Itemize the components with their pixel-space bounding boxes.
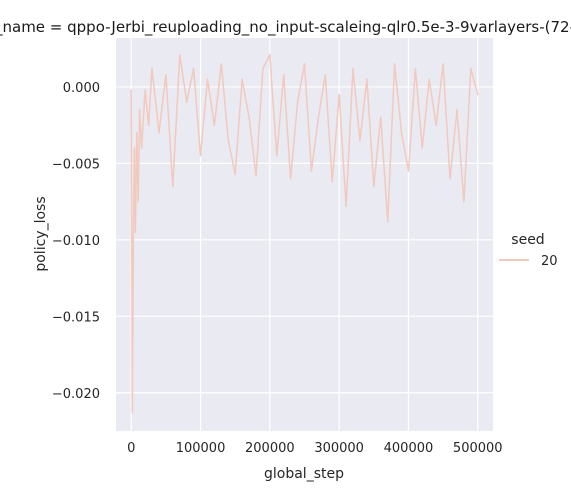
- data-point: [463, 200, 465, 203]
- data-point: [132, 246, 135, 249]
- data-point: [206, 78, 209, 81]
- data-point: [366, 78, 368, 81]
- data-point: [317, 116, 320, 119]
- legend: seed 20: [499, 232, 558, 269]
- y-axis-label: policy_loss: [33, 196, 49, 271]
- series-layer: [130, 54, 479, 414]
- y-tick-label: −0.020: [52, 387, 100, 402]
- data-point: [282, 73, 285, 76]
- data-point: [133, 147, 136, 149]
- x-tick-label: 500000: [453, 441, 503, 456]
- x-tick-label: 200000: [245, 441, 295, 456]
- plot-background: [116, 38, 493, 431]
- data-point: [379, 116, 382, 119]
- data-point: [227, 139, 230, 142]
- y-tick-label: −0.015: [52, 310, 100, 325]
- x-tick-label: 300000: [314, 441, 364, 456]
- data-point: [477, 93, 479, 96]
- data-point: [456, 109, 458, 111]
- data-point: [400, 132, 403, 134]
- data-point: [435, 124, 438, 126]
- data-point: [393, 63, 396, 65]
- data-point: [421, 147, 424, 149]
- data-point: [324, 73, 327, 76]
- data-point: [442, 63, 444, 65]
- data-point: [220, 63, 223, 65]
- data-point: [144, 89, 146, 91]
- data-point: [151, 67, 153, 70]
- data-point: [134, 231, 137, 233]
- y-tick-label: 0.000: [63, 81, 100, 96]
- data-point: [345, 205, 347, 207]
- data-point: [428, 78, 431, 81]
- data-point: [338, 93, 341, 96]
- chart-title: _name = qppo-Jerbi_reuploading_no_input-…: [0, 18, 571, 37]
- data-point: [303, 63, 306, 65]
- data-point: [276, 154, 278, 157]
- data-point: [172, 185, 174, 188]
- data-point: [140, 147, 143, 149]
- data-point: [289, 177, 292, 180]
- data-point: [179, 54, 181, 56]
- data-point: [158, 132, 160, 134]
- data-point: [147, 124, 150, 126]
- x-ticks: 0 100000 200000 300000 400000 500000: [127, 441, 502, 456]
- data-point: [386, 220, 389, 223]
- data-point: [137, 200, 139, 203]
- data-point: [407, 170, 410, 172]
- data-point: [331, 180, 334, 183]
- data-point: [373, 185, 375, 188]
- data-point: [130, 89, 132, 91]
- data-point: [255, 174, 257, 177]
- legend-title: seed: [511, 232, 544, 248]
- data-point: [262, 67, 264, 70]
- data-point: [414, 67, 417, 70]
- data-point: [136, 132, 138, 134]
- data-point: [359, 139, 361, 142]
- x-tick-label: 400000: [384, 441, 434, 456]
- x-axis-label: global_step: [264, 466, 344, 482]
- x-tick-label: 100000: [176, 441, 226, 456]
- data-point: [234, 173, 236, 175]
- legend-entry: 20: [541, 254, 558, 269]
- x-tick-label: 0: [127, 441, 135, 456]
- data-point: [138, 109, 141, 111]
- y-tick-label: −0.005: [52, 157, 100, 172]
- data-point: [310, 170, 313, 172]
- data-point: [192, 67, 195, 70]
- data-point: [185, 101, 188, 103]
- data-point: [269, 54, 271, 56]
- data-point: [213, 124, 216, 126]
- data-point: [165, 73, 167, 76]
- data-point: [131, 411, 134, 414]
- data-point: [199, 154, 202, 157]
- data-point: [470, 67, 472, 70]
- data-point: [352, 67, 354, 70]
- y-ticks: 0.000 −0.005 −0.010 −0.015 −0.020: [52, 81, 100, 402]
- y-tick-label: −0.010: [52, 234, 100, 249]
- data-point: [241, 78, 243, 81]
- data-point: [449, 177, 451, 180]
- data-point: [296, 101, 299, 103]
- data-point: [248, 116, 250, 119]
